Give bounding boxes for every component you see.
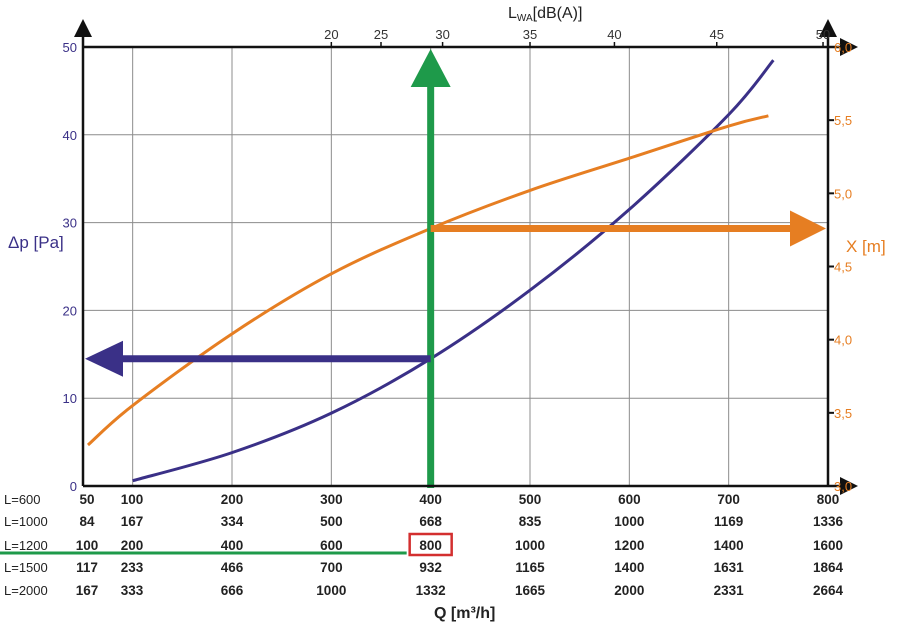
x-axis-title: Q [m³/h] bbox=[434, 605, 495, 622]
table-cell: 800 bbox=[817, 492, 840, 507]
top-tick-label: 35 bbox=[523, 27, 537, 42]
table-cell: 2664 bbox=[813, 583, 844, 598]
table-cell: 1400 bbox=[714, 538, 744, 553]
table-cell: 50 bbox=[79, 492, 94, 507]
table-cell: 2000 bbox=[614, 583, 644, 598]
table-cell: 932 bbox=[419, 560, 442, 575]
table-cell: 1665 bbox=[515, 583, 546, 598]
table-cell: 600 bbox=[618, 492, 641, 507]
top-tick-label: 20 bbox=[324, 27, 338, 42]
table-cell: 800 bbox=[419, 538, 442, 553]
top-axis-title-sub: WA bbox=[517, 13, 533, 24]
table-cell: 668 bbox=[419, 514, 442, 529]
table-cell: 1864 bbox=[813, 560, 844, 575]
left-tick-label: 0 bbox=[70, 479, 77, 494]
frame bbox=[74, 19, 858, 495]
table-cell: 167 bbox=[76, 583, 99, 598]
left-tick-label: 40 bbox=[63, 128, 77, 143]
table-cell: 200 bbox=[121, 538, 144, 553]
top-tick-label: 30 bbox=[435, 27, 449, 42]
table-cell: 400 bbox=[221, 538, 244, 553]
table-cell: 200 bbox=[221, 492, 244, 507]
left-tick-label: 10 bbox=[63, 391, 77, 406]
left-tick-label: 20 bbox=[63, 303, 77, 318]
left-tick-label: 30 bbox=[63, 216, 77, 231]
top-axis-arrowhead bbox=[840, 38, 858, 56]
table-cell: 700 bbox=[320, 560, 343, 575]
table-cell: 466 bbox=[221, 560, 244, 575]
top-axis-title-rest: [dB(A)] bbox=[533, 5, 583, 22]
table-cell: 100 bbox=[121, 492, 144, 507]
top-tick-label: 25 bbox=[374, 27, 388, 42]
table-cell: 84 bbox=[79, 514, 95, 529]
top-axis-title-main: L bbox=[508, 5, 517, 22]
table-cell: 666 bbox=[221, 583, 244, 598]
right-tick-label: 6,0 bbox=[834, 40, 852, 55]
right-tick-label: 3,0 bbox=[834, 479, 852, 494]
left-tick-label: 50 bbox=[63, 40, 77, 55]
table-cell: 117 bbox=[76, 560, 98, 575]
top-axis-title: LWA[dB(A)] bbox=[508, 5, 582, 24]
highlight-box bbox=[408, 532, 453, 557]
table-cell: 700 bbox=[717, 492, 740, 507]
table-cell: 1000 bbox=[515, 538, 545, 553]
table-cell: 1200 bbox=[614, 538, 644, 553]
grid bbox=[83, 46, 829, 487]
table-cell: 167 bbox=[121, 514, 144, 529]
table-cell: 2331 bbox=[714, 583, 745, 598]
table-row-label: L=1200 bbox=[4, 538, 48, 553]
table-cell: 233 bbox=[121, 560, 144, 575]
left-axis-arrowhead bbox=[74, 19, 92, 37]
table-cell: 1600 bbox=[813, 538, 843, 553]
table-cell: 334 bbox=[221, 514, 244, 529]
table-cell: 1000 bbox=[614, 514, 644, 529]
table-cell: 1165 bbox=[515, 560, 545, 575]
table-cell: 1400 bbox=[614, 560, 644, 575]
right-tick-label: 5,0 bbox=[834, 186, 852, 201]
example-x-arrow-head bbox=[790, 210, 826, 247]
table-row-label: L=600 bbox=[4, 492, 41, 507]
pressure-drop-curve bbox=[132, 59, 775, 483]
table-cell: 400 bbox=[419, 492, 442, 507]
table-cell: 1332 bbox=[416, 583, 446, 598]
example-dp-arrow-head bbox=[85, 340, 123, 377]
right-axis-title: X [m] bbox=[846, 237, 886, 256]
table-row-label: L=2000 bbox=[4, 583, 48, 598]
table-cell: 835 bbox=[519, 514, 542, 529]
left-axis-title: Δp [Pa] bbox=[8, 233, 64, 252]
bottom-axis-arrowhead bbox=[840, 477, 858, 495]
table-cell: 1631 bbox=[714, 560, 745, 575]
table-cell: 1336 bbox=[813, 514, 844, 529]
table-cell: 500 bbox=[320, 514, 343, 529]
table-cell: 100 bbox=[76, 538, 99, 553]
right-axis-arrowhead bbox=[819, 19, 837, 37]
table-cell: 600 bbox=[320, 538, 343, 553]
right-tick-label: 4,0 bbox=[834, 333, 852, 348]
table-cell: 1169 bbox=[714, 514, 743, 529]
table-cell: 333 bbox=[121, 583, 144, 598]
top-tick-label: 50 bbox=[816, 27, 830, 42]
top-tick-label: 45 bbox=[710, 27, 724, 42]
example-q-arrow-head bbox=[410, 49, 451, 87]
right-tick-label: 5,5 bbox=[834, 113, 852, 128]
table-cell: 300 bbox=[320, 492, 343, 507]
table-cell: 500 bbox=[519, 492, 542, 507]
table-row-label: L=1500 bbox=[4, 560, 48, 575]
example-arrows bbox=[85, 49, 826, 488]
table-cell: 1000 bbox=[316, 583, 346, 598]
right-tick-label: 4,5 bbox=[834, 260, 852, 275]
top-tick-label: 40 bbox=[607, 27, 621, 42]
table-row-label: L=1000 bbox=[4, 514, 48, 529]
right-tick-label: 3,5 bbox=[834, 406, 852, 421]
q-table: L=600 50 100 200 300 400 500 600 700 800 L=1000 84 1… bbox=[0, 492, 844, 598]
tick-labels: 0 10 20 30 40 50 3,0 3,5 4,0 4,5 5,0 5,5 6,0 20 25 30 35… bbox=[63, 27, 853, 494]
